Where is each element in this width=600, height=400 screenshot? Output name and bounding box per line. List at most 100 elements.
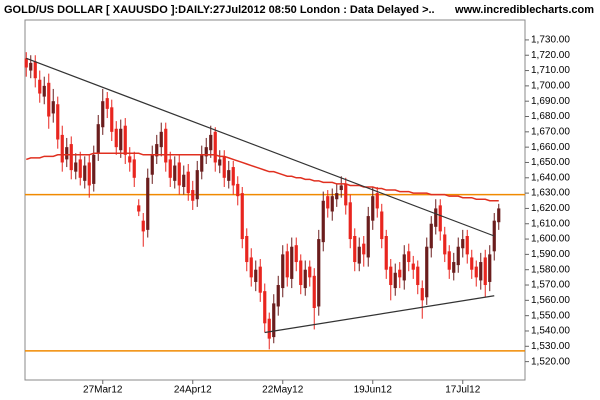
candle-body bbox=[51, 101, 55, 114]
candle-body bbox=[78, 159, 82, 178]
candle-body bbox=[240, 193, 244, 240]
candle-body bbox=[105, 98, 109, 109]
candle-body bbox=[69, 144, 73, 171]
candle-body bbox=[132, 159, 136, 178]
candle-body bbox=[312, 275, 316, 308]
y-tick-label: 1,710.00 bbox=[531, 65, 570, 76]
candle-body bbox=[182, 174, 186, 187]
candle-body bbox=[353, 236, 357, 263]
candle-body bbox=[263, 291, 267, 324]
candle-body bbox=[474, 266, 478, 278]
candle-body bbox=[254, 269, 258, 282]
candle-body bbox=[47, 82, 51, 117]
y-tick-label: 1,680.00 bbox=[531, 111, 570, 122]
source: www.incrediblecharts.com bbox=[454, 4, 594, 16]
candle-body bbox=[438, 205, 442, 232]
y-tick-label: 1,550.00 bbox=[531, 310, 570, 321]
candle-body bbox=[465, 236, 469, 255]
y-tick-label: 1,580.00 bbox=[531, 264, 570, 275]
candle-body bbox=[339, 185, 343, 191]
candle-body bbox=[362, 243, 366, 255]
candle-body bbox=[56, 104, 60, 140]
trend-line bbox=[264, 295, 495, 334]
candle-body bbox=[425, 246, 429, 298]
candle-body bbox=[60, 134, 64, 163]
candle-body bbox=[159, 131, 163, 148]
candle-body bbox=[42, 85, 46, 97]
candle-body bbox=[209, 134, 213, 151]
candle-body bbox=[272, 303, 276, 338]
candle-body bbox=[488, 254, 492, 282]
x-tick-label: 24Apr12 bbox=[174, 385, 212, 396]
candle-body bbox=[456, 246, 460, 266]
candle-body bbox=[452, 262, 456, 273]
y-tick-label: 1,520.00 bbox=[531, 356, 570, 367]
candle-body bbox=[92, 154, 96, 184]
candle-body bbox=[470, 257, 474, 270]
candle-body bbox=[33, 61, 37, 79]
candle-body bbox=[65, 147, 69, 160]
y-tick-label: 1,560.00 bbox=[531, 295, 570, 306]
candle-body bbox=[222, 156, 226, 178]
candle-body bbox=[389, 266, 393, 286]
candle-body bbox=[137, 205, 141, 212]
candle-body bbox=[326, 196, 330, 209]
candle-body bbox=[74, 162, 78, 172]
candle-body bbox=[299, 260, 303, 286]
candle-body bbox=[83, 165, 87, 181]
candle-body bbox=[186, 171, 190, 194]
y-tick-label: 1,570.00 bbox=[531, 280, 570, 291]
candle-body bbox=[281, 254, 285, 289]
candle-body bbox=[87, 162, 91, 186]
candle-body bbox=[119, 128, 123, 151]
candle-body bbox=[150, 154, 154, 175]
candle-body bbox=[245, 236, 249, 263]
candle-body bbox=[141, 220, 145, 232]
candle-body bbox=[128, 156, 132, 163]
candle-body bbox=[411, 263, 415, 270]
candle-body bbox=[330, 196, 334, 212]
candle-body bbox=[231, 167, 235, 186]
plot-frame bbox=[24, 19, 526, 381]
candle-body bbox=[393, 272, 397, 289]
x-tick-label: 27Mar12 bbox=[83, 385, 123, 396]
y-tick-label: 1,730.00 bbox=[531, 35, 570, 46]
candle-body bbox=[204, 147, 208, 157]
candle-body bbox=[357, 246, 361, 264]
candle-body bbox=[380, 211, 384, 240]
candle-body bbox=[173, 165, 177, 181]
candle-body bbox=[227, 170, 231, 181]
candle-body bbox=[429, 223, 433, 249]
y-tick-label: 1,540.00 bbox=[531, 326, 570, 337]
y-tick-label: 1,670.00 bbox=[531, 126, 570, 137]
x-tick-label: 22May12 bbox=[262, 385, 304, 396]
candle-body bbox=[177, 162, 181, 186]
candle-body bbox=[24, 58, 28, 68]
y-tick-label: 1,610.00 bbox=[531, 218, 570, 229]
candle-body bbox=[398, 269, 402, 278]
candle-body bbox=[96, 124, 100, 154]
candle-body bbox=[168, 159, 172, 178]
candle-body bbox=[191, 190, 195, 201]
candle-body bbox=[402, 254, 406, 281]
candle-body bbox=[267, 318, 271, 339]
candle-body bbox=[335, 193, 339, 200]
y-tick-label: 1,590.00 bbox=[531, 249, 570, 260]
candle-body bbox=[479, 262, 483, 281]
candle-body bbox=[258, 266, 262, 293]
candle-body bbox=[29, 62, 33, 71]
candle-body bbox=[285, 251, 289, 278]
candle-body bbox=[200, 154, 204, 172]
candle-body bbox=[114, 128, 118, 148]
candle-body bbox=[110, 107, 114, 132]
candle-body bbox=[290, 246, 294, 279]
candle-body bbox=[308, 266, 312, 278]
candle-body bbox=[420, 288, 424, 301]
chart-title: GOLD/US DOLLAR [ XAUUSDO ]:DAILY:27Jul20… bbox=[4, 4, 435, 16]
candle-body bbox=[276, 285, 280, 307]
candle-body bbox=[303, 269, 307, 289]
candle-body bbox=[407, 251, 411, 263]
